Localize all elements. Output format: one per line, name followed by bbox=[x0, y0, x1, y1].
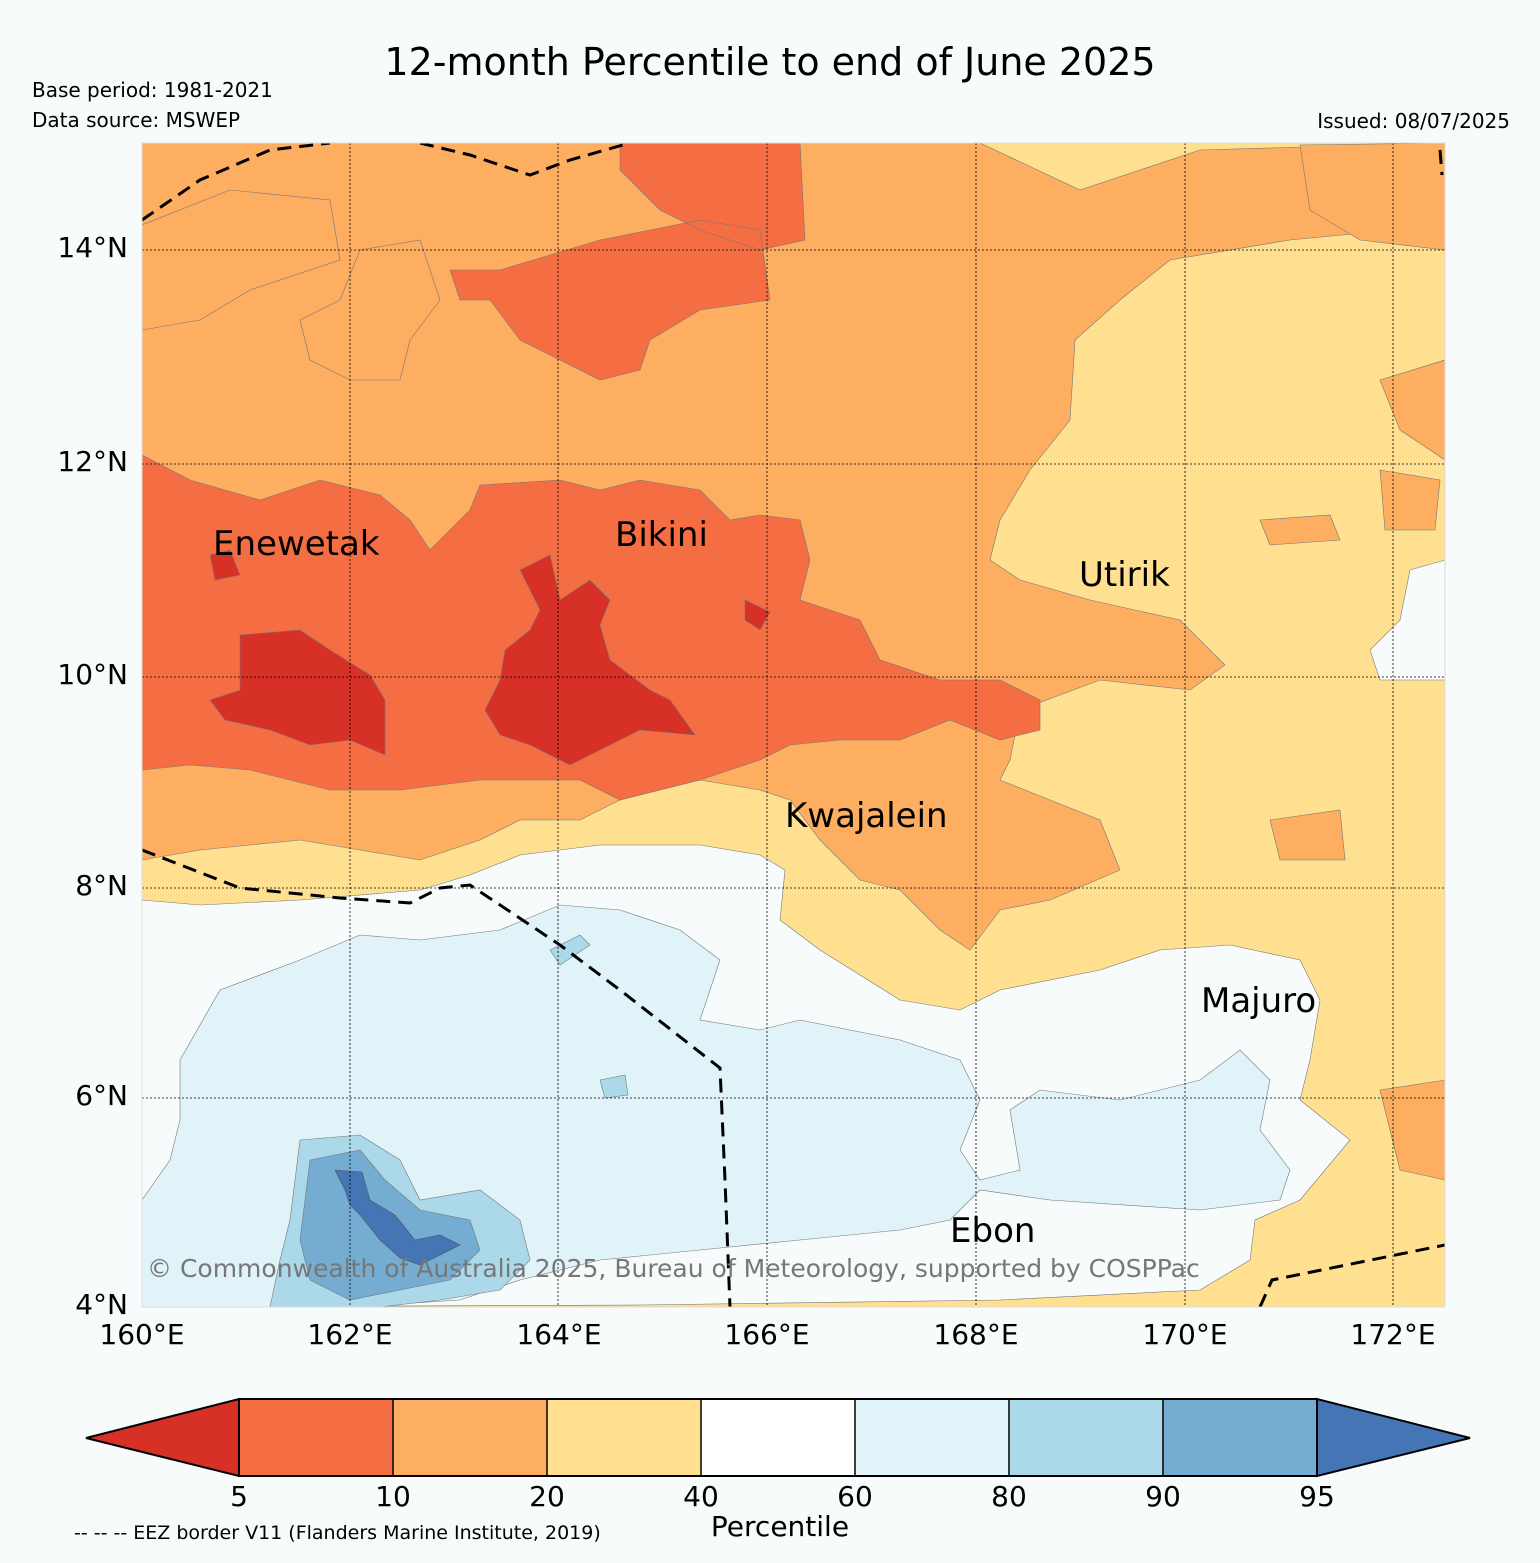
place-label-utirik: Utirik bbox=[1079, 555, 1170, 595]
base-period: Base period: 1981-2021 bbox=[32, 78, 273, 102]
lon-tick: 162°E bbox=[307, 1318, 393, 1351]
issued-date: Issued: 08/07/2025 bbox=[1317, 109, 1510, 133]
place-label-bikini: Bikini bbox=[615, 515, 708, 555]
copyright-notice: © Commonwealth of Australia 2025, Bureau… bbox=[147, 1254, 1200, 1283]
colorbar-tick: 5 bbox=[230, 1480, 248, 1513]
colorbar-tick: 95 bbox=[1299, 1480, 1335, 1513]
colorbar-tick: 60 bbox=[837, 1480, 873, 1513]
lon-tick: 168°E bbox=[933, 1318, 1019, 1351]
colorbar-tick: 20 bbox=[529, 1480, 565, 1513]
place-label-kwajalein: Kwajalein bbox=[785, 796, 948, 836]
lat-tick: 8°N bbox=[75, 869, 128, 902]
lon-tick: 160°E bbox=[99, 1318, 185, 1351]
lon-tick: 172°E bbox=[1350, 1318, 1436, 1351]
place-label-ebon: Ebon bbox=[950, 1211, 1036, 1251]
data-source: Data source: MSWEP bbox=[32, 108, 241, 132]
eez-border bbox=[142, 143, 1445, 1307]
map-title: 12-month Percentile to end of June 2025 bbox=[384, 40, 1156, 84]
lat-tick: 14°N bbox=[57, 231, 128, 264]
place-label-enewetak: Enewetak bbox=[213, 524, 380, 564]
place-label-majuro: Majuro bbox=[1201, 981, 1317, 1021]
colorbar-label: Percentile bbox=[710, 1510, 850, 1543]
colorbar-tick: 40 bbox=[683, 1480, 719, 1513]
colorbar-tick: 10 bbox=[375, 1480, 411, 1513]
lon-tick: 170°E bbox=[1142, 1318, 1228, 1351]
colorbar-tick: 90 bbox=[1145, 1480, 1181, 1513]
lat-tick: 12°N bbox=[57, 445, 128, 478]
graticule bbox=[142, 143, 1445, 1307]
map-frame bbox=[141, 142, 1446, 1308]
colorbar-tick: 80 bbox=[991, 1480, 1027, 1513]
lon-tick: 164°E bbox=[516, 1318, 602, 1351]
eez-legend-note: -- -- -- EEZ border V11 (Flanders Marine… bbox=[74, 1522, 601, 1544]
zone-10-20-east bbox=[1259, 143, 1445, 1181]
lat-tick: 6°N bbox=[75, 1079, 128, 1112]
zone-above-95 bbox=[334, 1169, 461, 1266]
lat-tick: 10°N bbox=[57, 658, 128, 691]
lat-tick: 4°N bbox=[75, 1288, 128, 1321]
lon-tick: 166°E bbox=[724, 1318, 810, 1351]
zone-5-10 bbox=[142, 143, 1041, 801]
